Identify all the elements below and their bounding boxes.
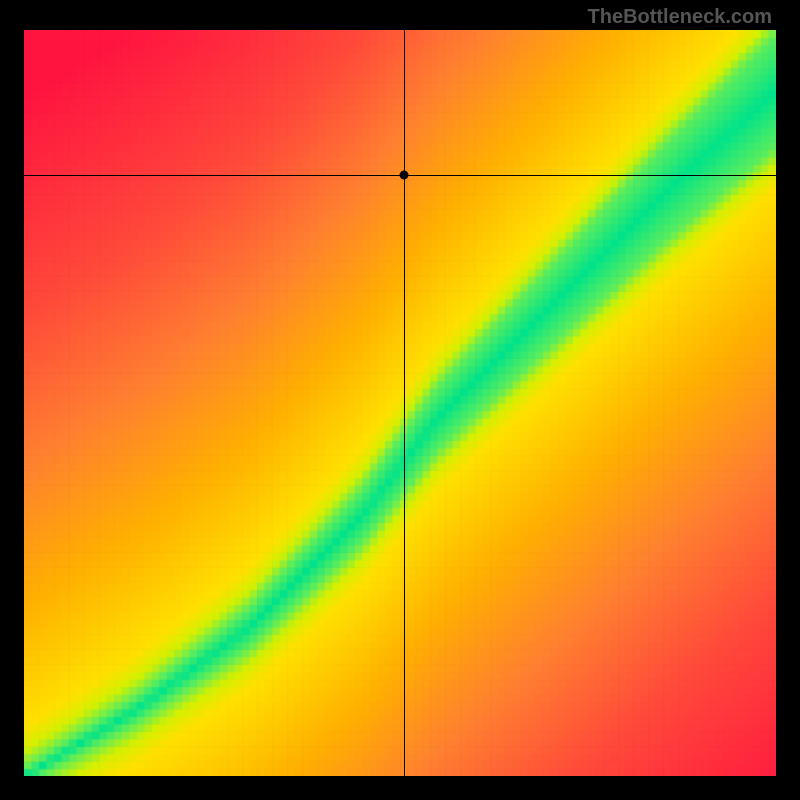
crosshair-marker <box>399 171 408 180</box>
heatmap-canvas <box>24 30 776 776</box>
watermark-text: TheBottleneck.com <box>588 6 772 29</box>
crosshair-vertical <box>404 30 405 776</box>
heatmap-plot <box>24 30 776 776</box>
